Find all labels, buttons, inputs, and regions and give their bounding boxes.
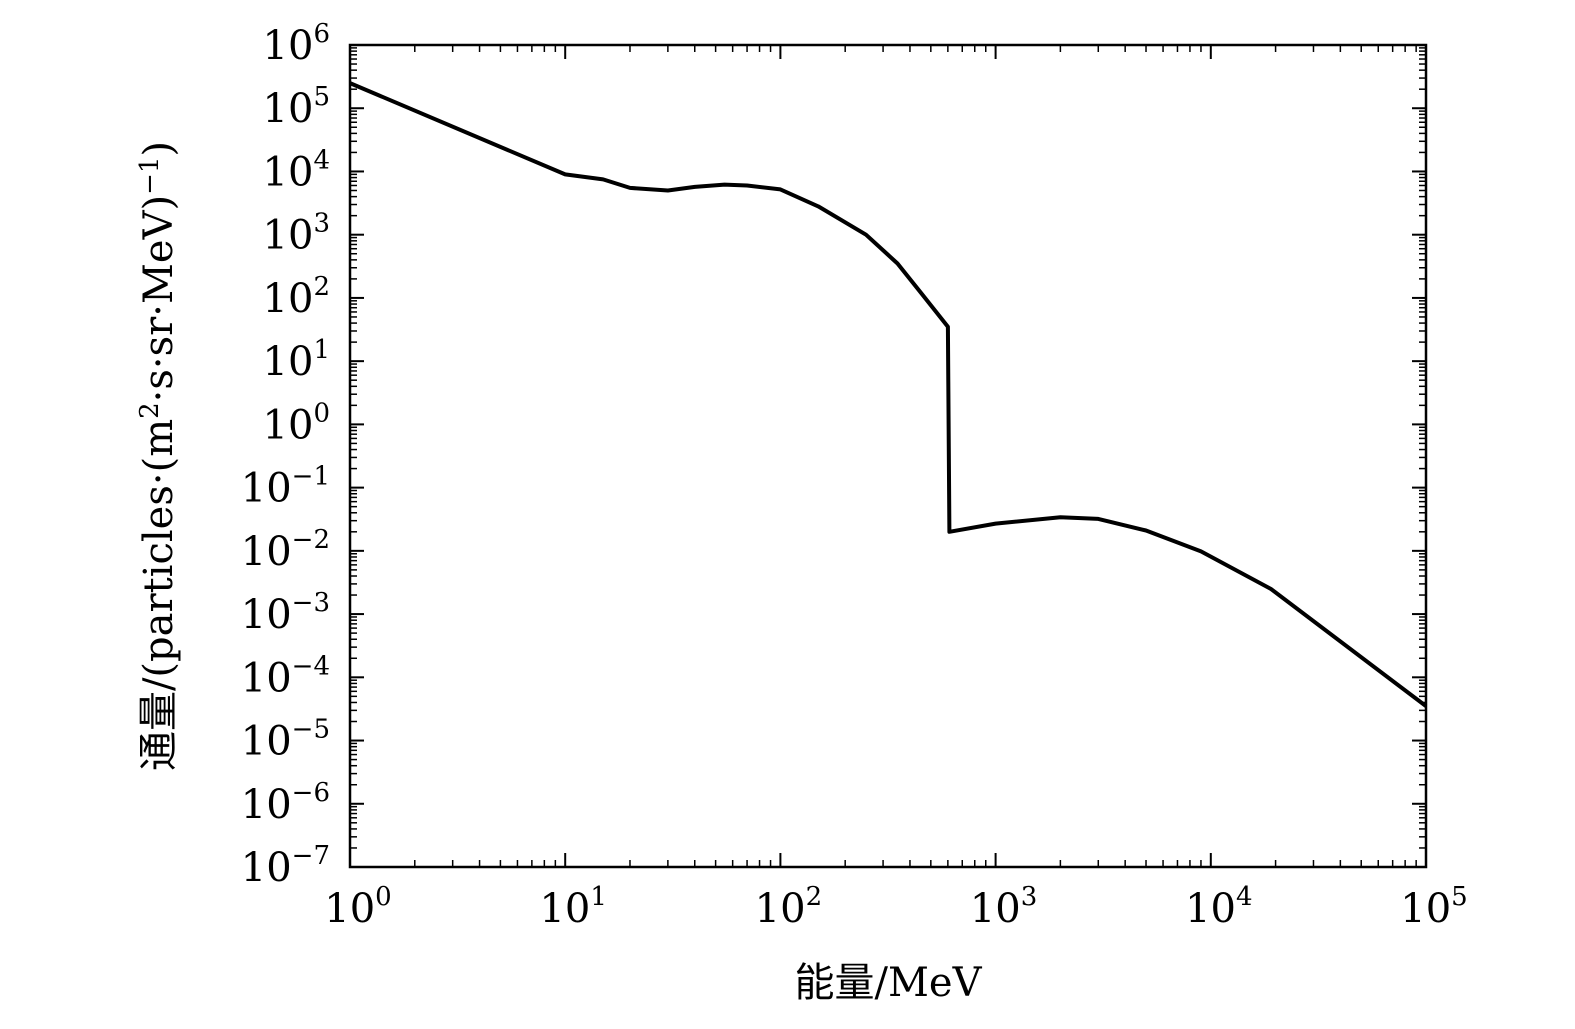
y-tick-label: 100	[263, 398, 330, 448]
x-axis-title: 能量/MeV	[795, 960, 983, 1006]
y-tick-label: 10−7	[241, 841, 330, 891]
y-tick-label: 10−4	[241, 651, 330, 701]
x-tick-label: 105	[1400, 882, 1467, 932]
y-tick-label: 106	[263, 19, 330, 69]
y-tick-label: 10−3	[241, 588, 330, 638]
y-tick-label: 10−2	[241, 525, 330, 575]
y-tick-label: 104	[263, 145, 330, 195]
y-axis-title: 通量/(particles·(m2·s·sr·MeV)−1)	[135, 141, 182, 771]
x-tick-labels: 100 101 102 103 104 105	[324, 882, 1467, 932]
x-tick-label: 100	[324, 882, 391, 932]
x-tick-label: 103	[970, 882, 1037, 932]
x-tick-label: 101	[539, 882, 606, 932]
y-tick-label: 101	[263, 335, 330, 385]
y-tick-label: 102	[263, 272, 330, 322]
series-line	[349, 81, 1428, 708]
x-tick-label: 102	[755, 882, 822, 932]
y-tick-label: 10−6	[241, 778, 330, 828]
y-tick-label: 103	[263, 209, 330, 259]
x-tick-label: 104	[1185, 882, 1252, 932]
y-tick-labels: 106 105 104 103 102 101 100 10−1 10−2 10−3 10−4 10−…	[241, 19, 330, 891]
y-tick-label: 10−5	[241, 715, 330, 765]
y-tick-label: 10−1	[241, 462, 330, 512]
minor-ticks	[350, 45, 1426, 867]
plot-frame	[348, 43, 1428, 869]
major-ticks	[349, 44, 1427, 868]
y-tick-label: 105	[263, 82, 330, 132]
